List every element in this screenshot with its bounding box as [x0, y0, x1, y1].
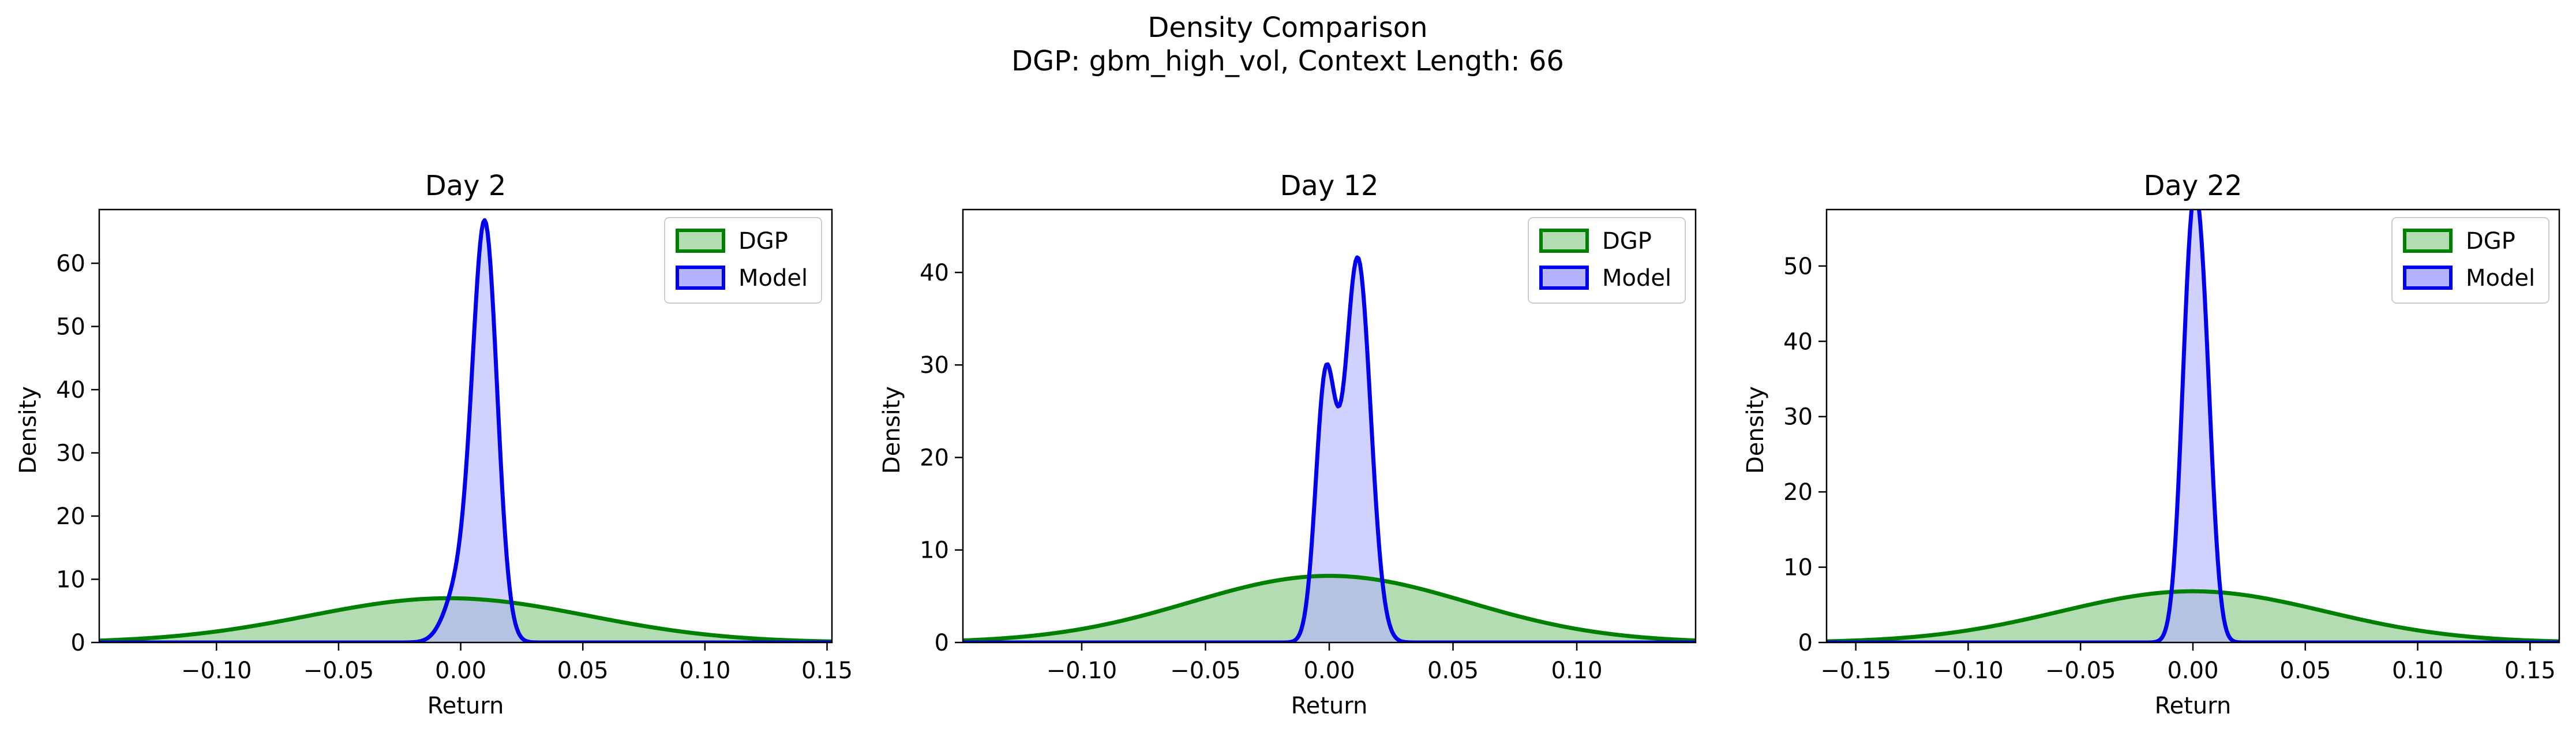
legend-label-dgp: DGP	[1602, 228, 1652, 255]
x-tick-label: 0.00	[435, 657, 486, 684]
y-axis-label: Density	[15, 386, 42, 474]
legend: DGP Model	[664, 217, 822, 304]
legend-label-model: Model	[2466, 265, 2535, 292]
y-tick-label: 40	[56, 377, 85, 404]
plot-area	[99, 218, 832, 642]
x-tick-label: −0.05	[2045, 657, 2116, 684]
y-tick-label: 0	[935, 630, 949, 656]
y-tick-label: 50	[56, 314, 85, 341]
y-tick-label: 10	[56, 567, 85, 593]
x-tick-label: 0.15	[801, 657, 853, 684]
legend-swatch-dgp	[676, 229, 725, 253]
legend-swatch-dgp	[2403, 229, 2453, 253]
legend-label-dgp: DGP	[2466, 228, 2515, 255]
density-fill-model	[1827, 210, 2559, 642]
y-tick-label: 0	[71, 630, 85, 656]
density-fill-model	[99, 220, 832, 642]
legend-swatch-model	[676, 266, 725, 290]
legend-label-dgp: DGP	[738, 228, 788, 255]
plot-area	[1827, 210, 2559, 642]
density-line-model	[99, 218, 832, 642]
x-tick-label: 0.15	[2504, 657, 2556, 684]
y-axis-label: Density	[879, 386, 905, 474]
y-tick-label: 30	[920, 352, 949, 379]
x-tick-label: 0.00	[1303, 657, 1355, 684]
subplot-day-12: Day 12 Return Density −0.10 −0.05 0.00 0.05…	[879, 170, 1697, 719]
subplot-title: Day 12	[1280, 170, 1378, 202]
legend-swatch-dgp	[1539, 229, 1589, 253]
x-axis-label: Return	[1291, 693, 1368, 719]
density-line-dgp	[99, 596, 832, 642]
figure-title: Density Comparison	[1148, 12, 1427, 44]
density-line-model	[963, 255, 1696, 642]
x-tick-label: 0.05	[1427, 657, 1479, 684]
legend-swatch-model	[1539, 266, 1589, 290]
subplot-title: Day 2	[425, 170, 507, 202]
y-tick-label: 0	[1798, 630, 1813, 656]
x-tick-label: 0.05	[2279, 657, 2331, 684]
subplot-day-2: Day 2 Return Density −0.10 −0.05 0.00 0.05 0…	[15, 170, 853, 719]
x-tick-label: 0.05	[557, 657, 609, 684]
density-line-dgp	[1827, 589, 2559, 642]
legend-swatch-model	[2403, 266, 2453, 290]
y-tick-label: 20	[1783, 479, 1813, 506]
x-tick-label: −0.10	[181, 657, 252, 684]
figure-subtitle: DGP: gbm_high_vol, Context Length: 66	[1011, 45, 1564, 77]
x-tick-label: 0.10	[679, 657, 730, 684]
y-axis-label: Density	[1742, 386, 1769, 474]
y-tick-label: 30	[1783, 404, 1813, 431]
x-tick-label: −0.10	[1933, 657, 2004, 684]
x-tick-label: −0.05	[303, 657, 374, 684]
x-axis-label: Return	[428, 693, 504, 719]
x-axis-label: Return	[2155, 693, 2232, 719]
legend-label-model: Model	[738, 265, 808, 292]
plot-area	[963, 255, 1696, 642]
legend-label-model: Model	[1602, 265, 1671, 292]
density-fill-model	[963, 257, 1696, 642]
subplot-day-22: Day 22 Return Density −0.15 −0.10 −0.05 0.0…	[1742, 170, 2560, 719]
x-tick-label: −0.15	[1820, 657, 1891, 684]
x-tick-label: −0.05	[1170, 657, 1241, 684]
y-tick-label: 30	[56, 440, 85, 467]
y-tick-label: 60	[56, 251, 85, 277]
x-tick-label: −0.10	[1047, 657, 1118, 684]
y-tick-label: 40	[920, 260, 949, 286]
y-tick-label: 50	[1783, 253, 1813, 280]
y-tick-label: 10	[920, 537, 949, 564]
subplot-title: Day 22	[2143, 170, 2242, 202]
legend: DGP Model	[1528, 217, 1686, 304]
y-tick-label: 10	[1783, 555, 1813, 581]
density-line-dgp	[963, 574, 1696, 642]
x-tick-label: 0.10	[1551, 657, 1603, 684]
axes-frame	[98, 208, 833, 644]
y-tick-label: 40	[1783, 328, 1813, 355]
x-tick-label: 0.00	[2167, 657, 2218, 684]
x-tick-label: 0.10	[2392, 657, 2443, 684]
y-tick-label: 20	[56, 503, 85, 530]
y-tick-label: 20	[920, 444, 949, 471]
legend: DGP Model	[2391, 217, 2549, 304]
